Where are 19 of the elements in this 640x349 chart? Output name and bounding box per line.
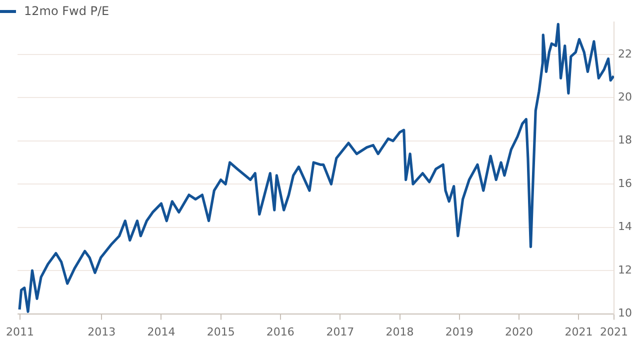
x-tick-label: 2021 xyxy=(600,325,628,338)
x-tick-label: 2011 xyxy=(6,325,34,338)
y-tick-label: 12 xyxy=(618,263,632,276)
y-tick-label: 22 xyxy=(618,47,632,60)
x-tick-label: 2014 xyxy=(147,325,176,338)
x-tick-label: 2020 xyxy=(504,325,533,338)
x-tick-label: 2021 xyxy=(564,325,593,338)
y-tick-label: 16 xyxy=(618,176,632,190)
y-tick-label: 10 xyxy=(618,306,632,320)
x-tick-label: 2019 xyxy=(445,325,474,338)
x-tick-label: 2017 xyxy=(326,325,354,338)
y-tick-label: 14 xyxy=(618,220,632,234)
y-tick-label: 18 xyxy=(618,134,632,147)
x-tick-label: 2016 xyxy=(266,325,294,338)
legend-label: 12mo Fwd P/E xyxy=(24,4,110,18)
y-tick-label: 20 xyxy=(618,90,632,104)
x-tick-label: 2018 xyxy=(386,325,414,338)
x-tick-label: 2013 xyxy=(88,325,116,338)
x-tick-label: 2015 xyxy=(206,325,235,338)
